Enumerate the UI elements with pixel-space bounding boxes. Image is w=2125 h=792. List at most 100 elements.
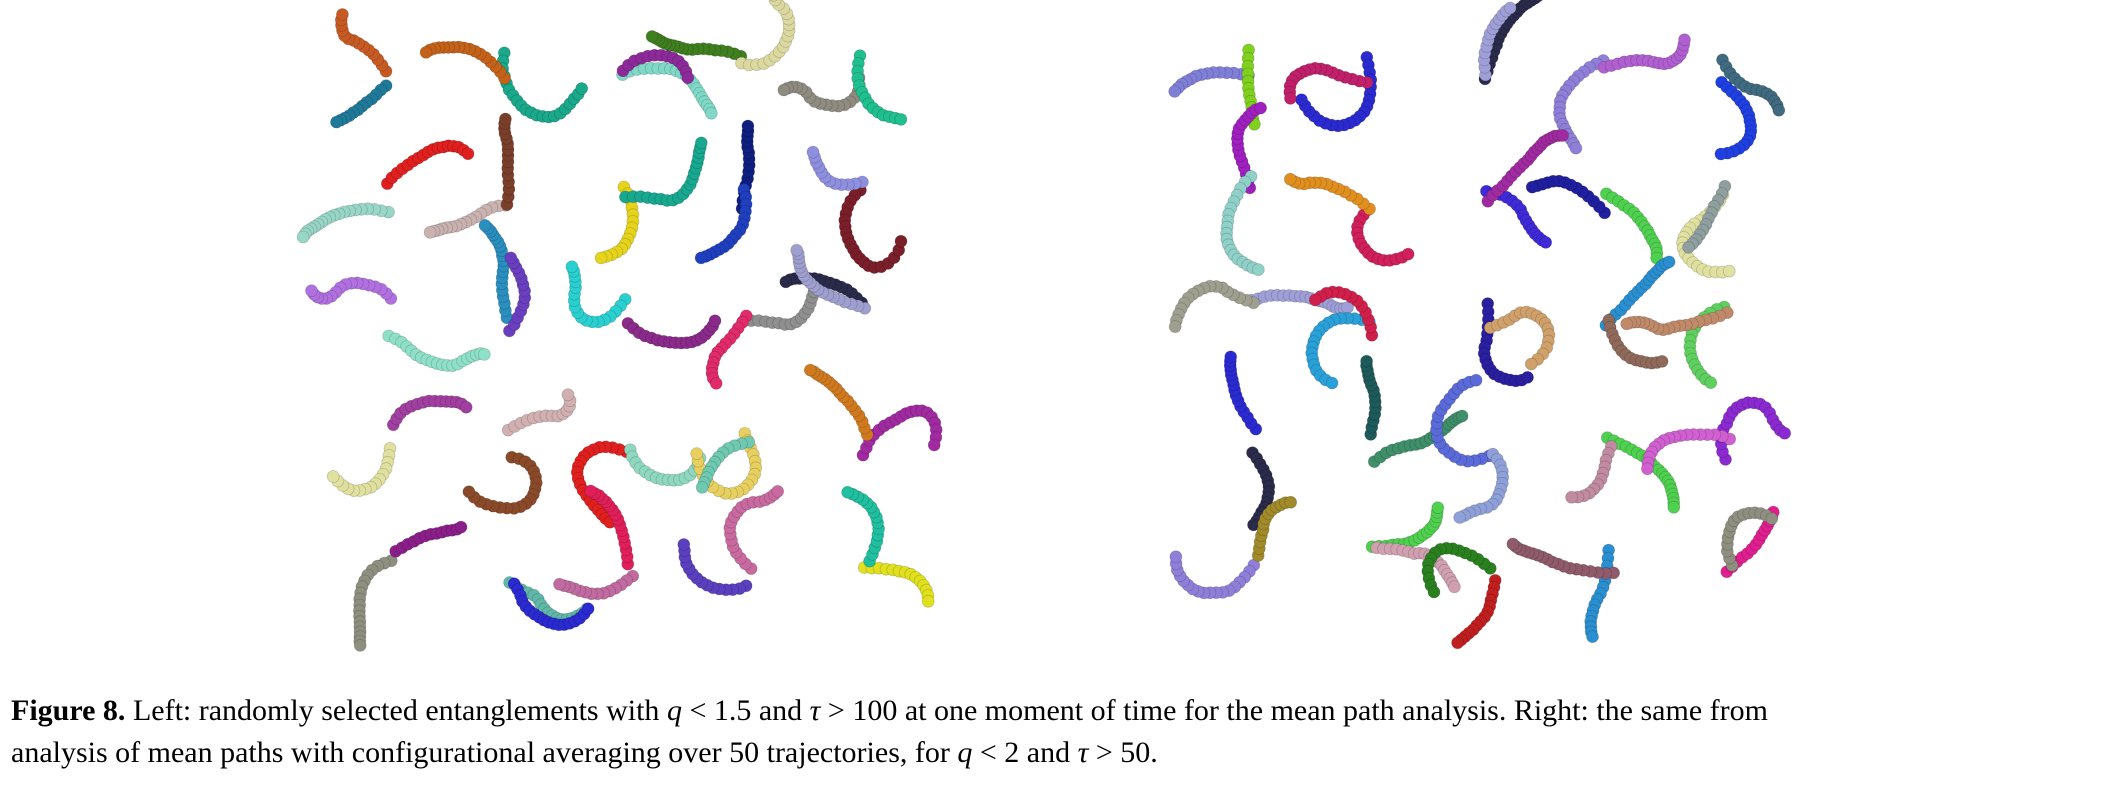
bead xyxy=(296,230,310,244)
bead xyxy=(462,485,476,499)
bead xyxy=(1169,550,1183,564)
bead xyxy=(704,106,718,120)
bead xyxy=(1704,376,1718,390)
bead xyxy=(1431,501,1445,515)
bead xyxy=(769,0,778,2)
bead xyxy=(777,83,791,97)
bead xyxy=(1308,293,1322,307)
bead xyxy=(305,284,318,298)
bead xyxy=(1451,636,1464,650)
bead xyxy=(565,260,579,274)
bead xyxy=(709,376,723,390)
entanglement xyxy=(705,275,823,390)
bead xyxy=(645,30,659,43)
bead xyxy=(1641,462,1654,476)
bead xyxy=(1224,350,1238,364)
bead xyxy=(1655,354,1669,368)
entanglement xyxy=(616,48,718,120)
bead xyxy=(1448,580,1461,594)
bead xyxy=(806,145,820,159)
bead xyxy=(694,136,708,150)
bead xyxy=(1360,354,1373,368)
bead xyxy=(353,639,367,652)
bead xyxy=(1503,1,1517,15)
entanglement xyxy=(803,363,943,462)
bead xyxy=(1506,537,1520,551)
bead xyxy=(1284,495,1298,509)
bead xyxy=(1325,376,1339,390)
bead xyxy=(894,234,908,248)
bead xyxy=(1569,141,1583,155)
bead xyxy=(927,438,941,452)
entanglement xyxy=(1360,354,1469,469)
bead xyxy=(581,602,595,616)
bead xyxy=(690,447,704,461)
bead xyxy=(326,470,340,483)
bead xyxy=(1455,409,1469,423)
bead xyxy=(1284,92,1297,105)
bead xyxy=(1525,180,1539,194)
bead xyxy=(1251,263,1265,277)
bead xyxy=(694,251,708,265)
bead xyxy=(330,115,343,129)
entanglement xyxy=(423,112,516,239)
bead xyxy=(1539,235,1553,249)
bead xyxy=(803,363,817,377)
bead xyxy=(921,594,935,608)
bead xyxy=(1722,264,1736,278)
figure-8-entanglements xyxy=(296,0,1792,652)
bead xyxy=(1772,103,1786,117)
bead xyxy=(681,71,695,85)
entanglement xyxy=(1599,255,1676,370)
entanglement xyxy=(1714,53,1786,161)
entanglement xyxy=(1169,495,1298,600)
bead xyxy=(1714,147,1728,161)
bead xyxy=(478,218,492,232)
bead xyxy=(708,314,722,328)
bead xyxy=(594,251,608,265)
entanglement xyxy=(779,243,872,315)
bead xyxy=(454,520,468,534)
entanglement xyxy=(645,0,796,72)
bead xyxy=(1168,320,1182,334)
entanglement xyxy=(1553,33,1691,155)
bead xyxy=(771,484,785,498)
entanglement xyxy=(1480,129,1569,249)
entanglement xyxy=(806,145,908,274)
bead xyxy=(1556,129,1569,142)
bead xyxy=(1678,33,1691,47)
entanglement xyxy=(570,440,707,529)
bead xyxy=(584,484,598,498)
bead xyxy=(498,112,512,126)
entanglement xyxy=(1477,0,1544,86)
entanglement xyxy=(694,119,756,265)
bead xyxy=(477,347,491,361)
bead xyxy=(695,480,709,494)
bead xyxy=(1662,255,1676,269)
bead xyxy=(841,485,854,499)
entanglement xyxy=(330,8,393,129)
right-panel xyxy=(1168,0,1792,650)
entanglement xyxy=(553,484,640,601)
figure-caption: Figure 8. Left: randomly selected entang… xyxy=(11,690,2115,774)
entanglement xyxy=(1676,179,1736,279)
entanglement xyxy=(1283,50,1378,133)
entanglement xyxy=(305,276,491,373)
left-panel xyxy=(296,0,943,652)
entanglement xyxy=(503,576,595,632)
entanglement xyxy=(677,484,785,597)
bead xyxy=(768,0,782,7)
bead xyxy=(1521,370,1534,384)
entanglement xyxy=(1421,541,1502,650)
bead xyxy=(1565,490,1578,504)
bead xyxy=(1401,247,1415,261)
bead xyxy=(1524,357,1538,371)
bead xyxy=(1765,512,1779,525)
entanglement xyxy=(1506,537,1620,643)
entanglement xyxy=(478,218,532,338)
bead xyxy=(741,119,755,133)
bead xyxy=(561,388,575,402)
entanglement xyxy=(1525,174,1664,265)
bead xyxy=(504,251,518,265)
bead xyxy=(553,577,566,591)
